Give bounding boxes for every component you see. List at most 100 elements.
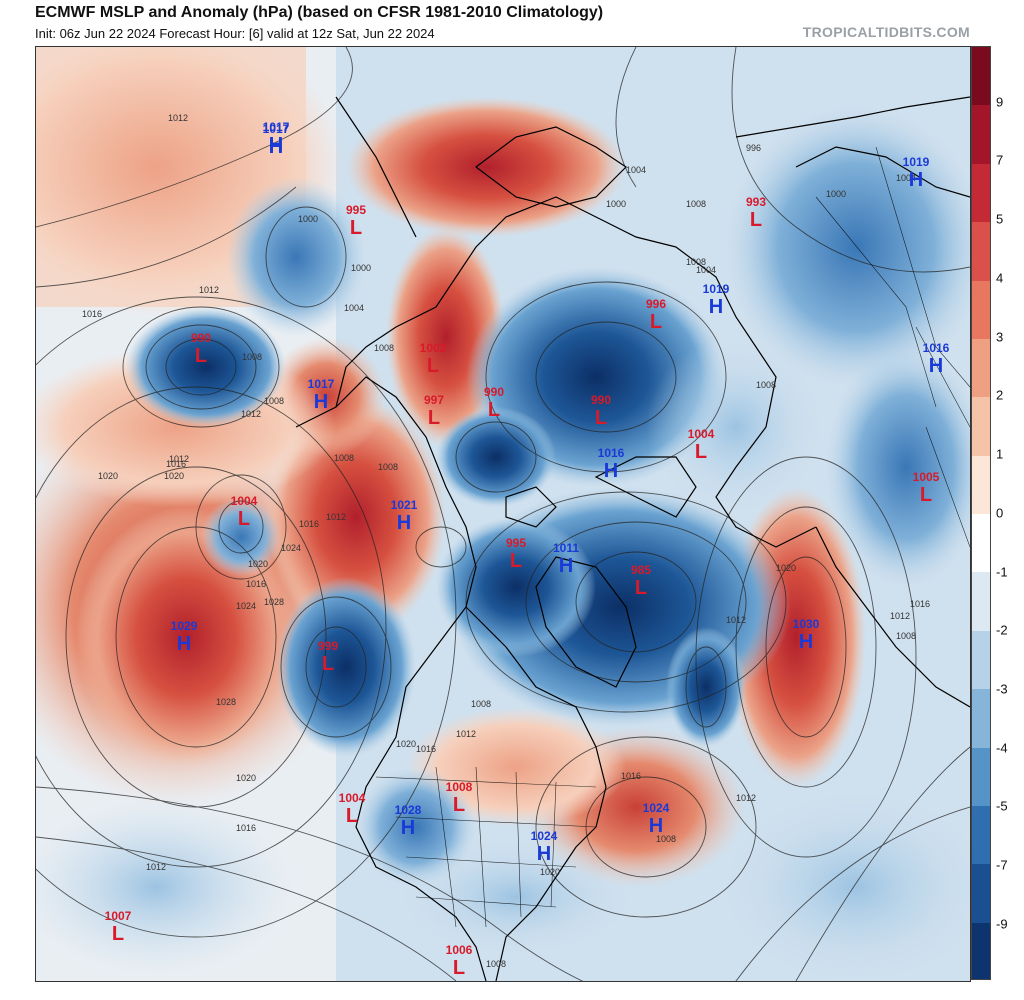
colorbar-segment (972, 689, 990, 749)
isobar-label: 1008 (756, 380, 776, 390)
isobar-label: 1008 (686, 199, 706, 209)
pressure-center-value: 1004 (339, 791, 366, 805)
pressure-center-letter: L (695, 441, 707, 463)
colorbar-segment (972, 455, 990, 515)
pressure-center-value: 1021 (391, 498, 418, 512)
pressure-center-letter: H (177, 633, 191, 655)
pressure-center-value: 990 (191, 331, 211, 345)
pressure-center-value: 990 (484, 385, 504, 399)
pressure-centers: 1017H995L990L990L996L1019H993L1019H1016H… (105, 120, 950, 979)
pressure-center-value: 1030 (793, 617, 820, 631)
colorbar-tick-label: 1 (996, 446, 1004, 462)
mslp-anomaly-map[interactable]: 1012 1016 1012 1008 1000 1004 1000 1008 1012 1008… (35, 46, 971, 982)
isobar-label: 1020 (98, 471, 118, 481)
isobar-label: 1016 (82, 309, 102, 319)
pressure-center-value: 1008 (446, 780, 473, 794)
pressure-center-value: 1006 (446, 943, 473, 957)
isobar-label: 1008 (242, 352, 262, 362)
isobar-label: 1012 (169, 454, 189, 464)
colorbar-tick-label: 0 (996, 505, 1004, 521)
pressure-center-value: 1005 (913, 470, 940, 484)
pressure-center-letter: L (195, 345, 207, 367)
pressure-center-letter: L (635, 577, 647, 599)
colorbar-segment (972, 280, 990, 340)
pressure-center-letter: H (799, 631, 813, 653)
isobar-label: 1012 (146, 862, 166, 872)
colorbar-tick-label: 4 (996, 270, 1004, 286)
isobar-label: 1012 (890, 611, 910, 621)
colorbar-segment (972, 222, 990, 282)
isobar-label: 1028 (216, 697, 236, 707)
isobar-label: 1024 (281, 543, 301, 553)
pressure-center-value: 996 (646, 297, 666, 311)
pressure-center-value: 1028 (395, 803, 422, 817)
isobar-label: 1012 (241, 409, 261, 419)
isobar-label: 1012 (456, 729, 476, 739)
pressure-center-letter: H (709, 296, 723, 318)
pressure-center-value: 995 (506, 536, 526, 550)
pressure-center-value: 1024 (643, 801, 670, 815)
isobar-label: 1004 (626, 165, 646, 175)
pressure-center-letter: H (401, 817, 415, 839)
colorbar-segment (972, 922, 990, 979)
pressure-center-letter: L (595, 407, 607, 429)
isobar-label: 1020 (236, 773, 256, 783)
pressure-center-value: 1019 (903, 155, 930, 169)
pressure-center-value: 985 (631, 563, 651, 577)
pressure-center-value: 1016 (923, 341, 950, 355)
pressure-center-value: 997 (424, 393, 444, 407)
isobar-label: 1012 (726, 615, 746, 625)
colorbar-tick-label: 2 (996, 387, 1004, 403)
pressure-center-letter: H (397, 512, 411, 534)
map-subtitle: Init: 06z Jun 22 2024 Forecast Hour: [6]… (35, 26, 435, 41)
pressure-center-value: 1016 (598, 446, 625, 460)
pressure-center-letter: L (427, 355, 439, 377)
pressure-center-value: 1004 (231, 494, 258, 508)
isobar-label: 1012 (736, 793, 756, 803)
colorbar-tick-label: 5 (996, 211, 1004, 227)
colorbar-segment (972, 397, 990, 457)
isobar-label: 1008 (378, 462, 398, 472)
colorbar-segment (972, 338, 990, 399)
colorbar-tick-label: 3 (996, 329, 1004, 345)
isobar-label: 1016 (621, 771, 641, 781)
isobar-label: 1020 (164, 471, 184, 481)
colorbar-segment (972, 47, 990, 107)
pressure-center-value: 1017 (263, 122, 290, 136)
pressure-center-value: 1017 (263, 120, 290, 134)
isobar-label: 1028 (264, 597, 284, 607)
isobar-lines (36, 47, 970, 981)
pressure-center-value: 1017 (308, 377, 335, 391)
isobar-label: 1008 (896, 631, 916, 641)
pressure-center-letter: L (322, 653, 334, 675)
isobar-label: 1020 (396, 739, 416, 749)
pressure-center-value: 1029 (171, 619, 198, 633)
map-canvas: 1012101610121008100010041000100810121008… (36, 47, 970, 981)
isobar-label: 1004 (896, 173, 916, 183)
isobar-label: 1008 (264, 396, 284, 406)
map-title: ECMWF MSLP and Anomaly (hPa) (based on C… (35, 4, 604, 21)
pressure-center-letter: H (537, 843, 551, 865)
colorbar-segment (972, 805, 990, 866)
pressure-center-letter: L (510, 550, 522, 572)
colorbar-tick-label: -9 (996, 916, 1008, 932)
isobar-label: 1024 (236, 601, 256, 611)
isobar-label: 1012 (326, 512, 346, 522)
